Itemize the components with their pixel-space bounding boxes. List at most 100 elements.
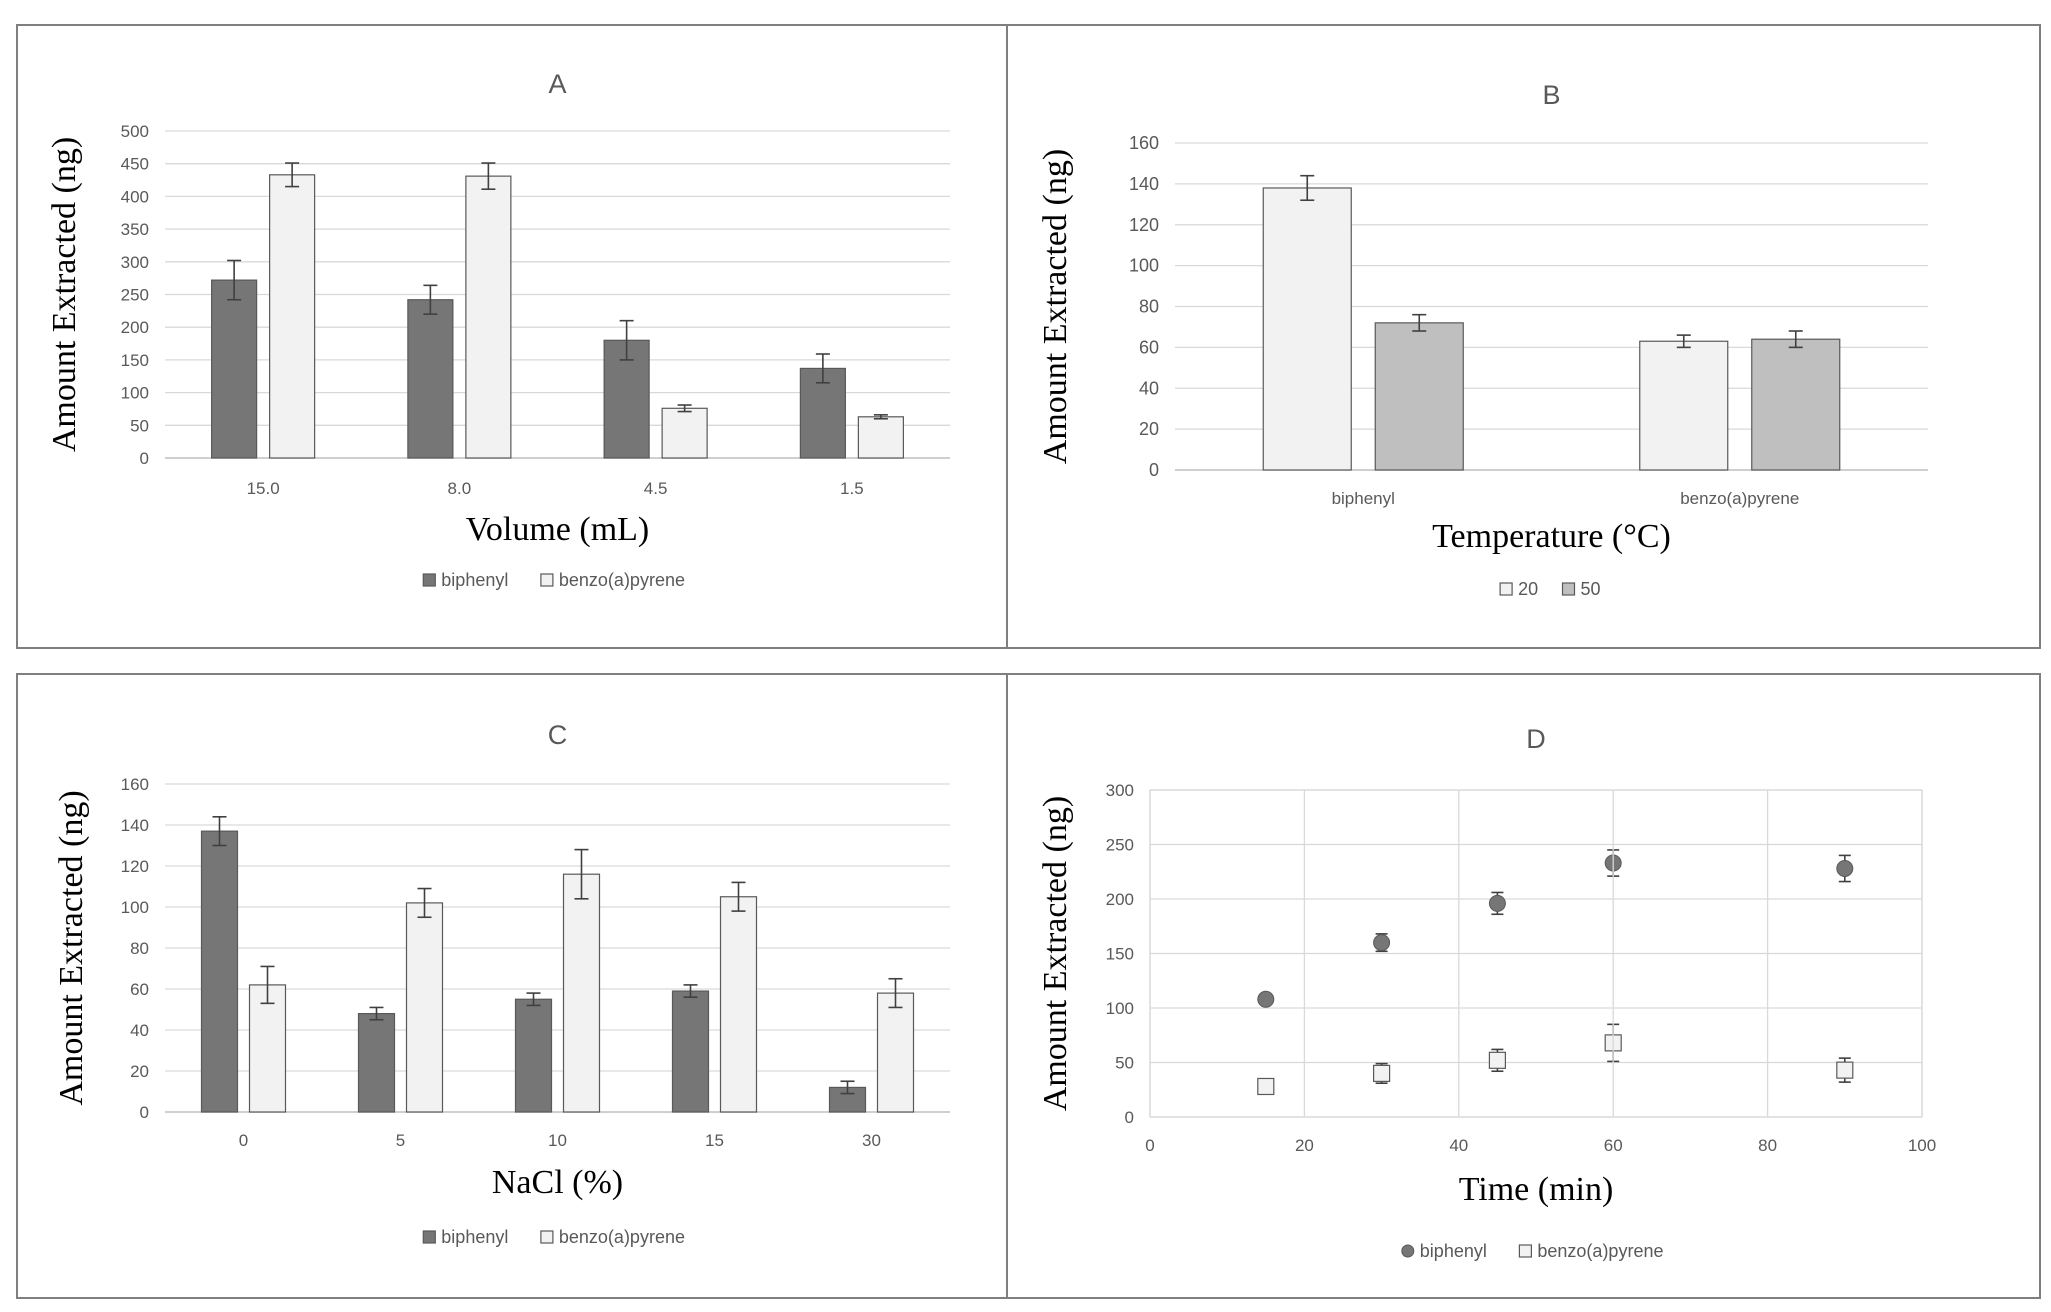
error-bar xyxy=(619,319,634,361)
series-biphenyl xyxy=(200,815,867,1113)
x-tick-labels: 0 20 40 60 80 100 xyxy=(1145,1136,1936,1155)
data-marks xyxy=(200,815,915,1113)
bar xyxy=(407,299,454,459)
legend-swatch xyxy=(1518,1244,1533,1258)
error-bar xyxy=(260,965,275,1005)
x-tick-label: 4.5 xyxy=(644,479,668,498)
legend-swatch xyxy=(1499,582,1513,596)
chart-title: A xyxy=(548,69,566,99)
legend-swatch xyxy=(422,573,436,587)
legend-item: benzo(a)pyrene xyxy=(540,570,685,590)
y-tick-label: 60 xyxy=(130,980,149,999)
panel-border xyxy=(16,673,1008,1299)
legend-label: biphenyl xyxy=(441,570,508,590)
y-tick-label: 100 xyxy=(1129,256,1159,276)
legend: biphenyl benzo(a)pyrene xyxy=(422,1227,685,1247)
y-tick-label: 120 xyxy=(1129,215,1159,235)
error-bar xyxy=(423,284,438,315)
error-bar xyxy=(417,887,432,919)
x-tick-label: 40 xyxy=(1449,1136,1468,1155)
bar xyxy=(465,175,512,459)
y-tick-labels: 0 50 100 150 200 250 300 350 400 450 500 xyxy=(121,122,149,468)
y-tick-label: 120 xyxy=(121,857,149,876)
x-axis-title: NaCl (%) xyxy=(492,1164,623,1201)
y-tick-label: 60 xyxy=(1139,337,1159,357)
legend-swatch xyxy=(422,1230,436,1244)
series-benzo-a-pyrene xyxy=(269,162,904,459)
chart-title: D xyxy=(1526,724,1546,754)
y-tick-labels: 0 20 40 60 80 100 120 140 160 xyxy=(121,775,149,1122)
data-point xyxy=(1488,1051,1507,1069)
legend-swatch xyxy=(1401,1244,1415,1258)
x-axis-title: Temperature (°C) xyxy=(1432,518,1671,555)
x-tick-label: 20 xyxy=(1295,1136,1314,1155)
legend-label: benzo(a)pyrene xyxy=(559,1227,685,1247)
y-tick-label: 0 xyxy=(1125,1108,1134,1127)
x-tick-label: 80 xyxy=(1758,1136,1777,1155)
legend: biphenyl benzo(a)pyrene xyxy=(1401,1241,1663,1261)
y-tick-label: 50 xyxy=(130,416,149,435)
legend-swatch xyxy=(1561,582,1576,596)
series-50 xyxy=(1374,313,1841,471)
y-axis-title: Amount Extracted (ng) xyxy=(1037,796,1074,1111)
y-tick-label: 100 xyxy=(121,384,149,403)
error-bar xyxy=(212,815,227,847)
y-gridlines xyxy=(165,783,950,1113)
x-tick-label: 30 xyxy=(862,1131,881,1150)
bar xyxy=(562,873,601,1113)
y-tick-label: 200 xyxy=(121,318,149,337)
error-bar xyxy=(369,1006,384,1021)
panel-border xyxy=(1006,673,2041,1299)
error-bar xyxy=(1676,334,1691,349)
error-bar xyxy=(873,414,888,420)
data-point xyxy=(1836,1061,1854,1079)
data-marks xyxy=(1262,174,1841,471)
y-tick-label: 500 xyxy=(121,122,149,141)
x-axis-title: Time (min) xyxy=(1459,1171,1614,1208)
bar xyxy=(719,896,758,1113)
legend-swatch xyxy=(540,573,554,587)
x-tick-label: 8.0 xyxy=(448,479,472,498)
legend-item: 20 xyxy=(1499,579,1538,599)
panel-border xyxy=(16,24,1008,649)
data-point xyxy=(1836,859,1854,877)
y-tick-label: 160 xyxy=(121,775,149,794)
bar xyxy=(1374,322,1464,471)
bar xyxy=(1262,187,1352,471)
series-biphenyl xyxy=(211,259,846,459)
y-tick-label: 400 xyxy=(121,187,149,206)
error-bar xyxy=(683,984,698,999)
y-tick-labels: 0 50 100 150 200 250 300 xyxy=(1106,781,1134,1127)
data-point xyxy=(1372,1064,1391,1083)
legend-label: biphenyl xyxy=(441,1227,508,1247)
legend-item: benzo(a)pyrene xyxy=(1518,1241,1663,1261)
error-bar xyxy=(1788,330,1803,349)
y-tick-label: 200 xyxy=(1106,890,1134,909)
y-tick-label: 0 xyxy=(140,449,149,468)
y-tick-label: 150 xyxy=(121,351,149,370)
x-tick-label: 0 xyxy=(1145,1136,1154,1155)
y-tick-label: 250 xyxy=(121,286,149,305)
error-bar xyxy=(481,162,496,191)
x-gridlines xyxy=(1149,790,1923,1117)
legend-label: 20 xyxy=(1518,579,1538,599)
chart-title: B xyxy=(1542,80,1560,110)
error-bar xyxy=(888,977,903,1009)
legend-item: biphenyl xyxy=(422,570,508,590)
error-bar xyxy=(227,259,242,301)
bar xyxy=(269,174,316,459)
x-tick-label: benzo(a)pyrene xyxy=(1680,489,1799,508)
y-tick-label: 0 xyxy=(1149,460,1159,480)
x-tick-labels: 0 5 10 15 30 xyxy=(239,1131,881,1150)
bar xyxy=(200,830,239,1113)
x-tick-label: 100 xyxy=(1908,1136,1936,1155)
bar xyxy=(357,1012,396,1113)
y-tick-label: 20 xyxy=(1139,419,1159,439)
x-tick-label: 10 xyxy=(548,1131,567,1150)
y-axis-title: Amount Extracted (ng) xyxy=(53,790,90,1105)
y-tick-label: 140 xyxy=(1129,174,1159,194)
y-tick-label: 150 xyxy=(1106,945,1134,964)
bar xyxy=(857,416,904,459)
